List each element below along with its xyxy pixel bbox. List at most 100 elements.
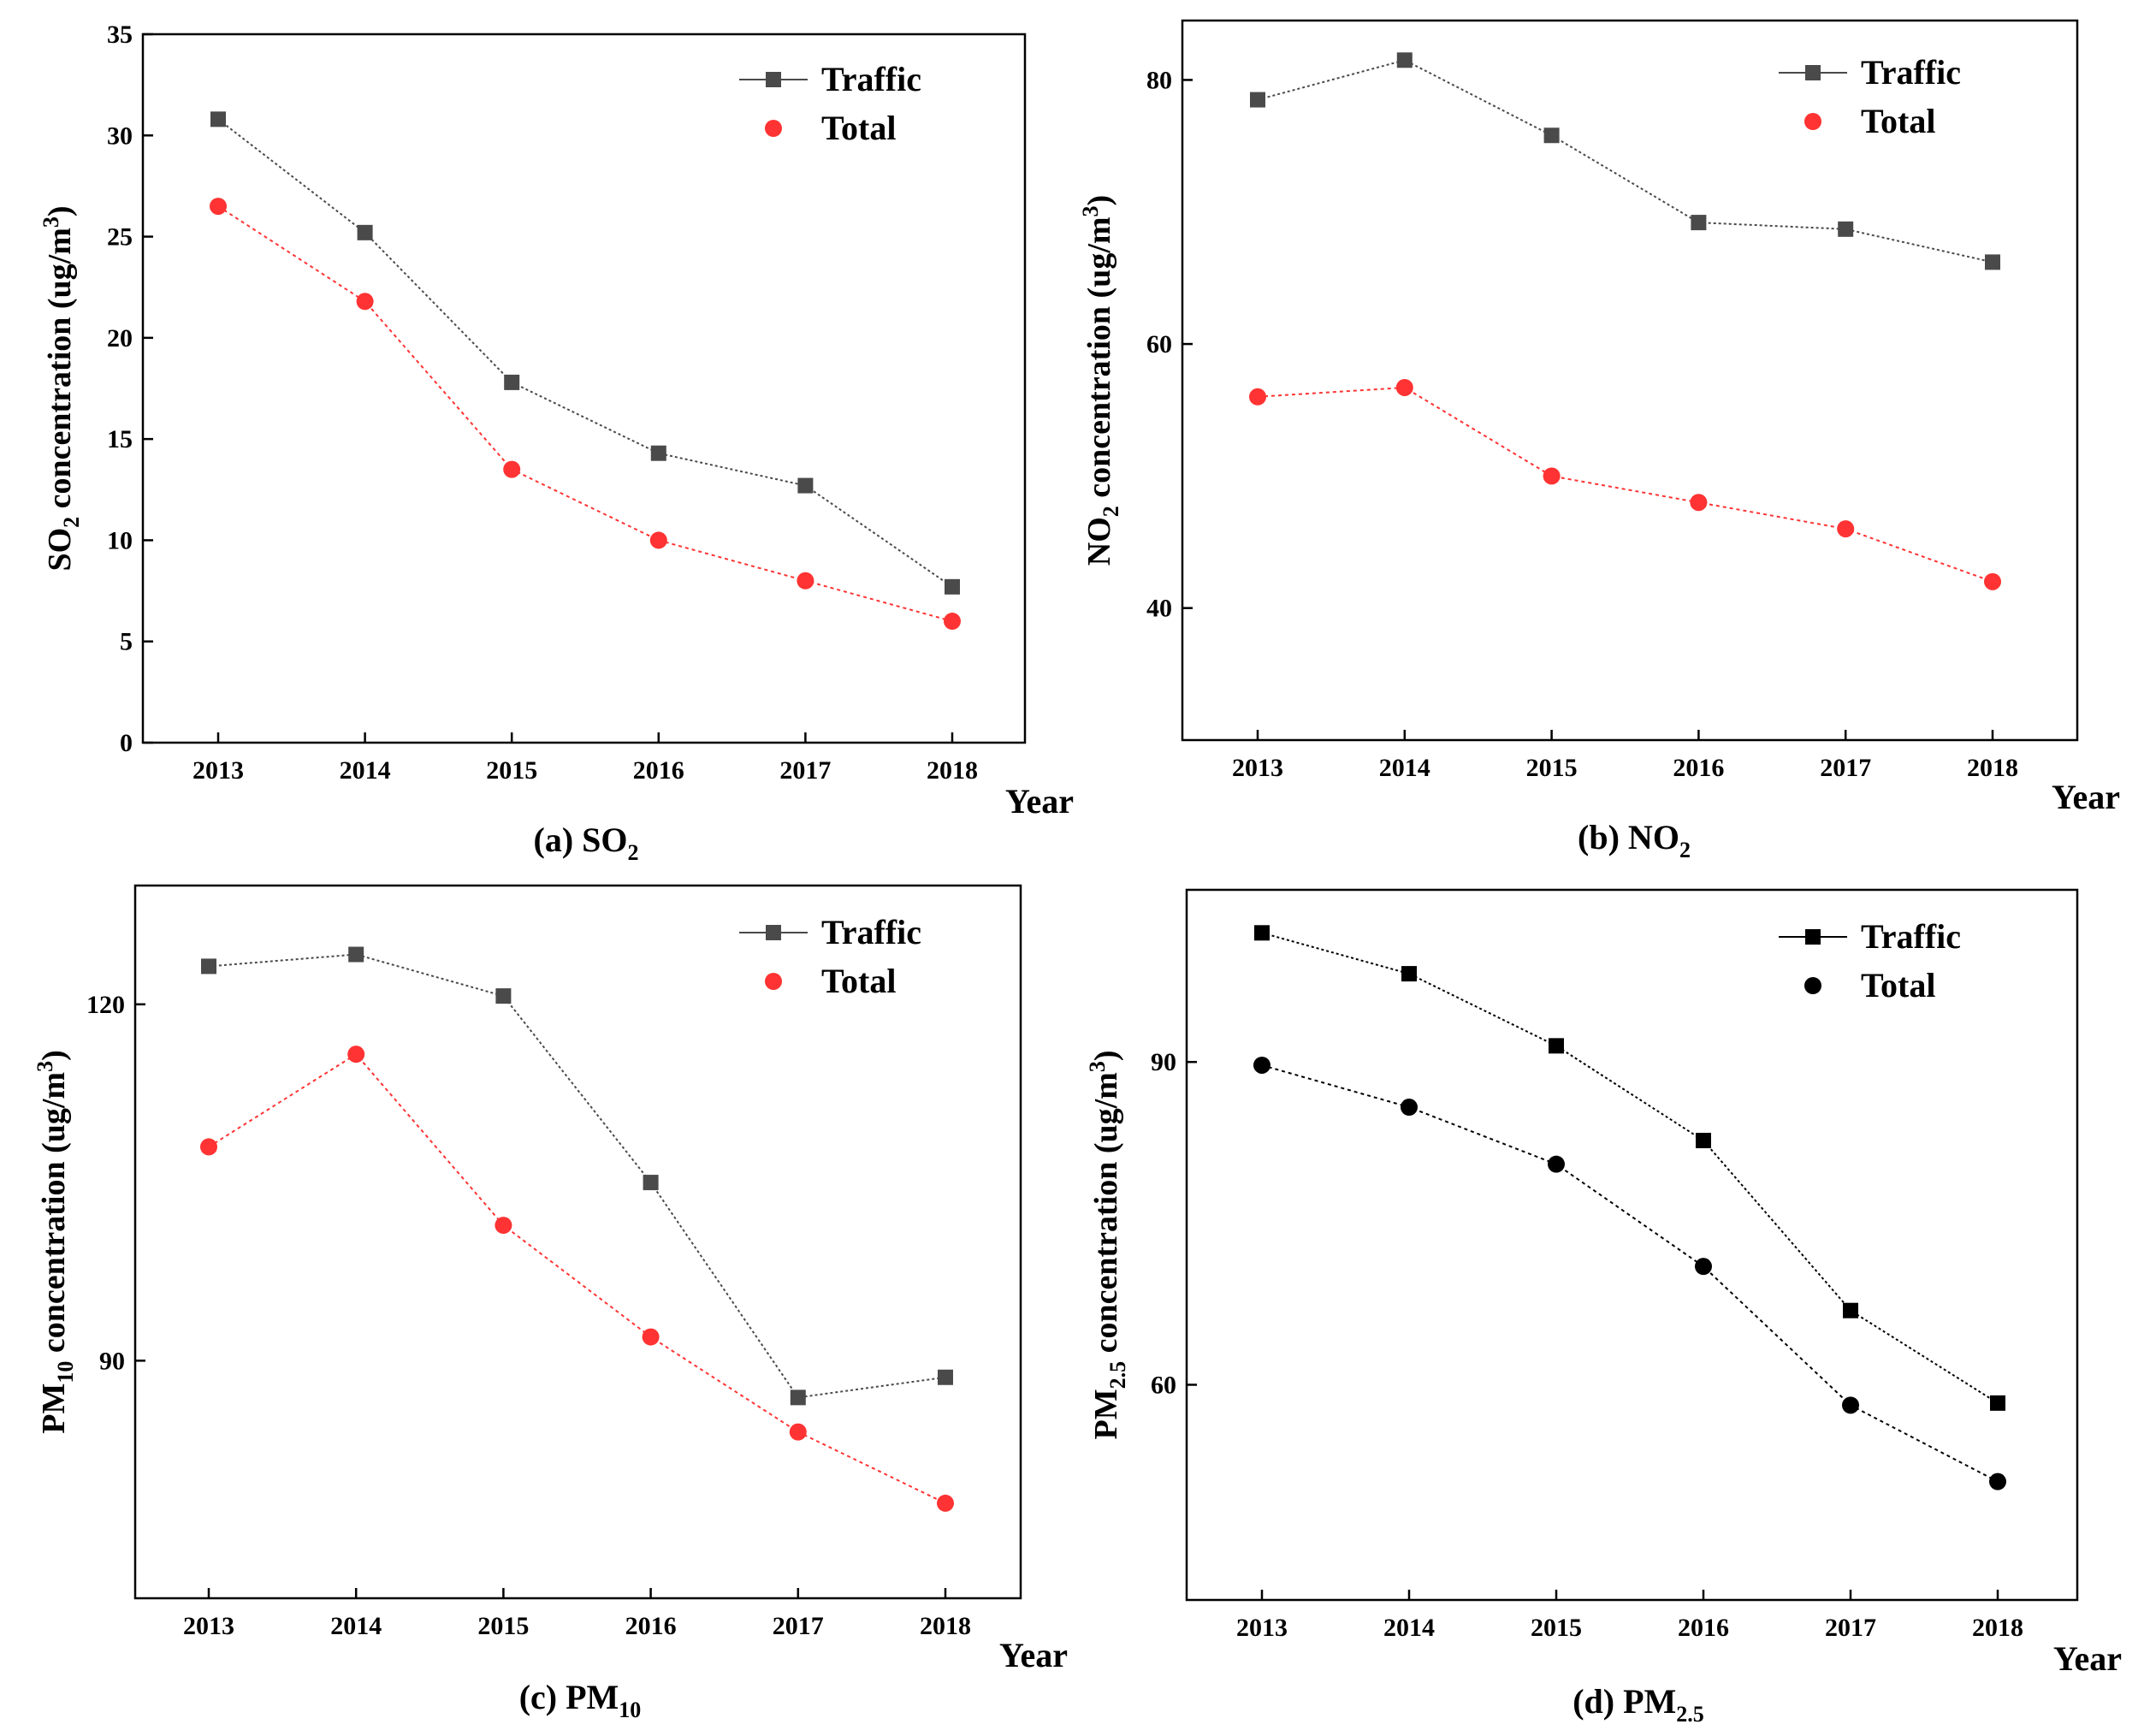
x-tick-label-no2: 2015 bbox=[1526, 754, 1578, 782]
legend-marker-total-pm10 bbox=[765, 973, 782, 990]
data-point-total-pm10 bbox=[495, 1217, 512, 1235]
series-line-total-pm10 bbox=[208, 1052, 946, 1504]
chart-so2: 0 5 10 15 20 25 30 35 2013 2014 2015 2016 2017 2018 Ye… bbox=[38, 21, 1074, 865]
data-point-traffic-so2 bbox=[797, 477, 814, 494]
data-point-traffic-so2 bbox=[504, 374, 520, 390]
legend-label-traffic-pm10: Traffic bbox=[821, 913, 921, 951]
y-tick-label-no2: 60 bbox=[1146, 330, 1172, 358]
data-point-total-pm25 bbox=[1695, 1258, 1712, 1276]
data-point-traffic-pm10 bbox=[938, 1369, 953, 1385]
series-line-traffic-no2 bbox=[1257, 59, 1993, 264]
y-axis-label-no2: NO2 concentration (ug/m3) bbox=[1078, 195, 1123, 566]
data-point-total-so2 bbox=[649, 531, 667, 549]
data-point-traffic-pm25 bbox=[1843, 1302, 1858, 1318]
x-axis-label-pm10: Year bbox=[999, 1636, 1068, 1674]
data-point-total-so2 bbox=[356, 293, 374, 311]
y-tick-label-so2: 0 bbox=[120, 729, 133, 757]
x-tick-label-so2: 2013 bbox=[192, 756, 244, 785]
data-point-total-pm10 bbox=[200, 1138, 217, 1156]
x-tick-label-no2: 2017 bbox=[1820, 754, 1871, 782]
data-point-traffic-pm10 bbox=[201, 958, 216, 975]
y-tick-label-so2: 30 bbox=[107, 121, 133, 150]
y-tick-label-pm10: 120 bbox=[86, 991, 125, 1019]
y-tick-label-so2: 15 bbox=[107, 425, 133, 453]
y-tick-label-so2: 35 bbox=[107, 21, 133, 49]
plot-frame-no2 bbox=[1181, 19, 2079, 742]
data-point-total-pm25 bbox=[1401, 1099, 1418, 1117]
data-point-total-pm25 bbox=[1842, 1396, 1859, 1414]
x-axis-label-no2: Year bbox=[2052, 778, 2120, 816]
y-axis-label-so2: SO2 concentration (ug/m3) bbox=[38, 205, 84, 571]
data-point-traffic-so2 bbox=[357, 224, 373, 240]
y-tick-label-so2: 5 bbox=[120, 628, 133, 656]
data-point-traffic-no2 bbox=[1691, 215, 1707, 231]
data-point-total-no2 bbox=[1249, 388, 1266, 406]
legend-marker-traffic-no2 bbox=[1805, 65, 1821, 80]
series-line-total-no2 bbox=[1257, 386, 1993, 583]
data-point-total-pm10 bbox=[347, 1046, 365, 1064]
data-point-total-so2 bbox=[503, 460, 521, 478]
x-tick-label-pm10: 2013 bbox=[183, 1612, 234, 1640]
data-point-traffic-so2 bbox=[945, 578, 960, 595]
x-tick-label-pm25: 2017 bbox=[1825, 1614, 1876, 1642]
data-point-total-pm10 bbox=[937, 1494, 954, 1512]
x-tick-label-pm10: 2016 bbox=[625, 1612, 677, 1640]
data-point-total-no2 bbox=[1543, 467, 1561, 485]
legend-marker-traffic-so2 bbox=[766, 72, 781, 87]
legend-marker-total-no2 bbox=[1804, 113, 1821, 130]
data-point-total-pm10 bbox=[642, 1328, 660, 1346]
data-point-traffic-pm25 bbox=[1696, 1133, 1711, 1149]
y-tick-label-no2: 80 bbox=[1146, 66, 1172, 94]
caption-pm25: (d) PM2.5 bbox=[1573, 1682, 1704, 1727]
x-tick-label-pm25: 2014 bbox=[1383, 1614, 1435, 1642]
legend-label-traffic-so2: Traffic bbox=[821, 60, 921, 98]
x-tick-label-so2: 2015 bbox=[486, 756, 537, 785]
data-point-total-pm25 bbox=[1548, 1155, 1565, 1173]
x-axis-label-pm25: Year bbox=[2053, 1639, 2122, 1678]
y-tick-label-pm25: 60 bbox=[1151, 1371, 1176, 1399]
y-tick-label-pm25: 90 bbox=[1151, 1048, 1176, 1076]
series-line-traffic-pm10 bbox=[208, 953, 946, 1399]
data-point-total-no2 bbox=[1690, 494, 1708, 512]
y-axis-label-pm25: PM2.5 concentration (ug/m3) bbox=[1085, 1051, 1130, 1440]
y-tick-label-no2: 40 bbox=[1146, 595, 1172, 623]
data-point-traffic-pm25 bbox=[1254, 925, 1270, 941]
data-point-traffic-pm10 bbox=[790, 1389, 806, 1406]
data-point-total-pm25 bbox=[1989, 1472, 2006, 1490]
x-tick-label-so2: 2016 bbox=[633, 756, 684, 785]
caption-pm10: (c) PM10 bbox=[519, 1678, 642, 1722]
x-tick-label-pm25: 2016 bbox=[1678, 1614, 1729, 1642]
y-tick-label-so2: 25 bbox=[107, 223, 133, 252]
legend-label-total-pm10: Total bbox=[821, 962, 896, 1000]
data-point-total-so2 bbox=[797, 572, 814, 590]
plot-frame-pm10 bbox=[133, 884, 1022, 1600]
data-point-traffic-no2 bbox=[1838, 221, 1854, 237]
data-point-total-so2 bbox=[944, 613, 961, 631]
legend-marker-total-so2 bbox=[765, 120, 782, 137]
data-point-total-no2 bbox=[1837, 520, 1855, 538]
series-line-total-pm25 bbox=[1261, 1064, 1999, 1483]
plot-frame-so2 bbox=[141, 33, 1027, 744]
x-tick-label-pm10: 2015 bbox=[477, 1612, 529, 1640]
x-tick-label-so2: 2017 bbox=[779, 756, 831, 785]
x-tick-label-pm10: 2014 bbox=[330, 1612, 382, 1640]
data-point-traffic-no2 bbox=[1543, 127, 1560, 144]
data-point-traffic-so2 bbox=[650, 445, 666, 461]
x-tick-label-no2: 2014 bbox=[1379, 754, 1430, 782]
data-point-traffic-pm25 bbox=[1549, 1038, 1564, 1054]
legend-marker-traffic-pm10 bbox=[766, 925, 781, 940]
chart-pm25: 60 90 2013 2014 2015 2016 2017 2018 Year PM2.5 co… bbox=[1085, 888, 2122, 1727]
data-point-traffic-no2 bbox=[1396, 52, 1413, 68]
x-tick-label-no2: 2013 bbox=[1232, 754, 1283, 782]
plot-frame-pm25 bbox=[1185, 888, 2079, 1602]
legend-marker-traffic-pm25 bbox=[1805, 929, 1821, 945]
legend-marker-total-pm25 bbox=[1804, 977, 1821, 994]
x-tick-label-so2: 2014 bbox=[340, 756, 391, 785]
series-line-total-so2 bbox=[217, 205, 953, 623]
data-point-total-no2 bbox=[1984, 572, 2001, 590]
legend-label-total-pm25: Total bbox=[1861, 966, 1935, 1004]
caption-so2: (a) SO2 bbox=[534, 821, 639, 865]
y-tick-label-pm10: 90 bbox=[99, 1347, 125, 1375]
data-point-traffic-pm10 bbox=[495, 988, 512, 1004]
